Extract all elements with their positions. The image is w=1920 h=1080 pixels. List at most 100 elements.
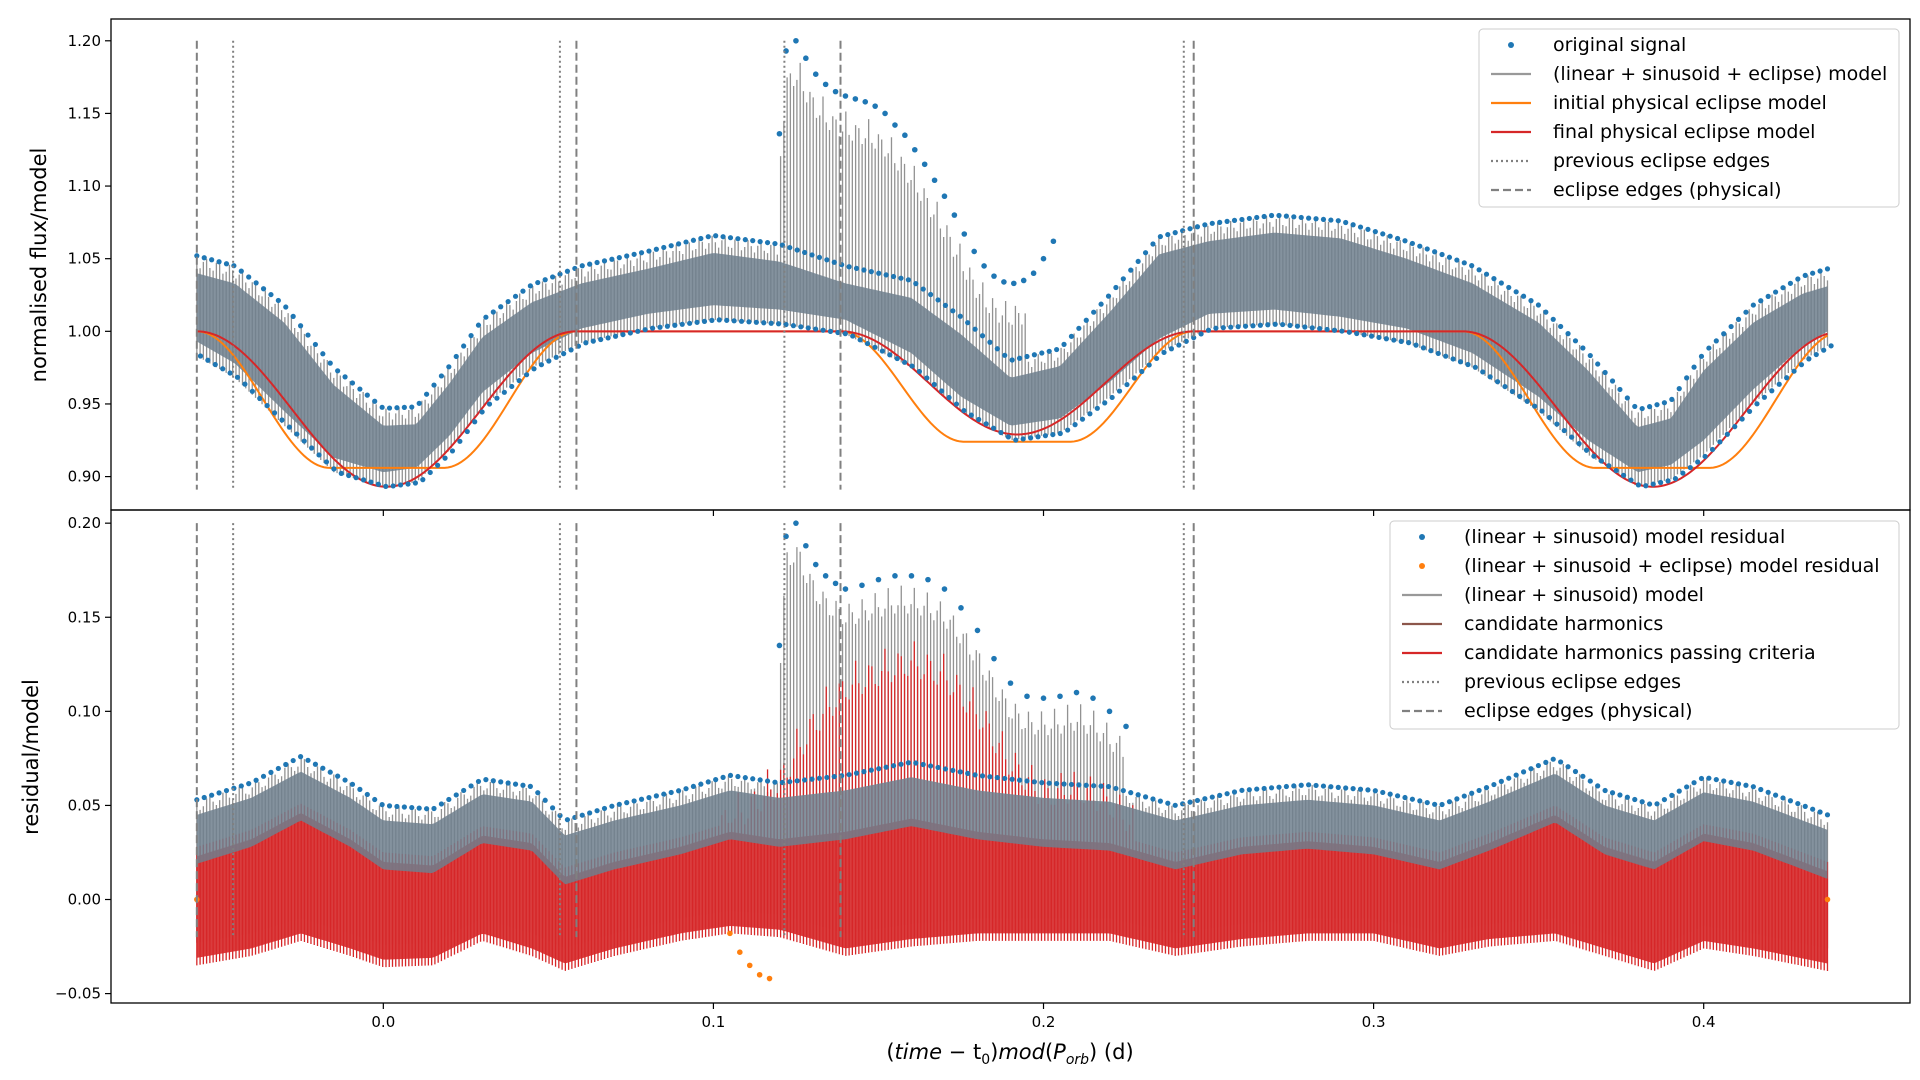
residual-point — [1113, 785, 1119, 792]
residual-point — [690, 783, 697, 790]
original-signal-point — [1339, 328, 1345, 334]
original-signal-point — [709, 317, 715, 323]
residual-point — [1735, 781, 1742, 787]
original-signal-point — [1580, 345, 1586, 351]
original-signal-point — [442, 455, 448, 461]
original-signal-point — [1721, 331, 1727, 337]
original-signal-point — [1220, 325, 1226, 331]
original-signal-point — [1261, 213, 1267, 220]
original-signal-point — [257, 395, 263, 402]
original-signal-point — [1602, 369, 1608, 376]
original-signal-point — [1684, 375, 1690, 381]
original-signal-point — [353, 475, 359, 481]
original-signal-point — [1061, 341, 1067, 347]
original-signal-point — [850, 333, 856, 339]
residual-point — [713, 777, 719, 783]
original-signal-point — [587, 261, 593, 267]
residual-point — [750, 776, 756, 782]
original-signal-point — [905, 277, 911, 283]
top-ylabel: normalised flux/model — [27, 148, 51, 383]
residual-point — [1372, 788, 1378, 794]
original-signal-point — [1050, 238, 1057, 245]
original-signal-point — [683, 239, 689, 245]
original-signal-point — [657, 324, 663, 330]
original-signal-point — [1654, 402, 1660, 408]
original-signal-point — [1558, 323, 1564, 330]
original-signal-point — [882, 110, 888, 117]
residual-point — [1417, 798, 1423, 804]
original-signal-point — [1079, 416, 1086, 422]
original-signal-point — [1168, 346, 1175, 352]
original-signal-point — [1209, 220, 1215, 226]
original-signal-point — [1154, 355, 1160, 362]
original-signal-point — [1554, 421, 1560, 427]
original-signal-point — [1109, 394, 1115, 401]
original-signal-point — [892, 122, 898, 128]
original-signal-point — [1002, 352, 1008, 358]
original-signal-point — [931, 177, 938, 184]
original-signal-point — [1650, 481, 1656, 487]
original-signal-point — [638, 250, 645, 256]
original-signal-point — [1280, 321, 1286, 328]
original-signal-point — [835, 329, 841, 336]
original-signal-point — [1268, 212, 1275, 219]
original-signal-point — [1157, 233, 1163, 240]
original-signal-point — [1250, 323, 1256, 329]
original-signal-point — [1428, 348, 1434, 354]
original-signal-point — [320, 351, 326, 357]
x-tick-label: 0.4 — [1692, 1013, 1716, 1031]
original-signal-point — [857, 337, 863, 343]
residual-point — [1558, 759, 1564, 765]
residual-point — [1031, 779, 1037, 785]
original-signal-point — [1817, 268, 1823, 274]
original-signal-point — [246, 274, 252, 280]
residual-point — [1454, 796, 1460, 802]
residual-point — [631, 798, 637, 804]
original-signal-point — [342, 374, 348, 380]
residual-point — [1402, 794, 1408, 801]
original-signal-point — [227, 370, 233, 376]
residual-point — [616, 801, 622, 807]
legend-entry: (linear + sinusoid + eclipse) model — [1553, 63, 1887, 85]
original-signal-point — [1483, 271, 1490, 277]
original-signal-point — [1791, 368, 1797, 374]
residual-point — [1795, 800, 1801, 807]
original-signal-point — [242, 381, 248, 387]
residual-point — [1016, 777, 1023, 783]
original-signal-point — [1635, 482, 1641, 488]
original-signal-point — [957, 313, 963, 319]
bottom-panel: −0.050.000.050.100.150.20 0.0 0.1 0.2 0.3 0.… — [19, 509, 1911, 1031]
original-signal-point — [842, 331, 848, 337]
original-signal-point — [1472, 364, 1478, 370]
original-signal-point — [983, 421, 989, 427]
original-signal-point — [1165, 231, 1171, 238]
original-signal-point — [827, 328, 834, 334]
original-signal-point — [1291, 214, 1297, 220]
original-signal-point — [383, 483, 389, 490]
residual-point — [757, 777, 763, 783]
residual-point — [1409, 796, 1416, 802]
original-signal-point — [1191, 335, 1197, 341]
original-signal-point — [913, 281, 919, 287]
original-signal-point — [1198, 331, 1204, 337]
original-signal-point — [386, 405, 393, 411]
original-signal-point — [1672, 476, 1679, 482]
original-signal-point — [775, 321, 782, 327]
original-signal-point — [1424, 246, 1430, 252]
original-signal-point — [1509, 388, 1515, 395]
original-signal-point — [646, 248, 652, 254]
bottom-ylabel: residual/model — [19, 679, 43, 835]
original-signal-point — [412, 480, 419, 486]
original-signal-point — [271, 410, 278, 416]
original-signal-point — [935, 297, 941, 303]
original-signal-point — [205, 357, 211, 363]
original-signal-point — [305, 332, 311, 338]
residual-point — [1728, 779, 1734, 786]
original-signal-point — [879, 348, 885, 354]
residual-point — [1572, 768, 1579, 775]
original-signal-point — [924, 375, 930, 381]
original-signal-point — [220, 366, 226, 372]
original-signal-point — [911, 146, 918, 153]
residual-point — [1617, 792, 1623, 798]
original-signal-point — [446, 364, 452, 370]
